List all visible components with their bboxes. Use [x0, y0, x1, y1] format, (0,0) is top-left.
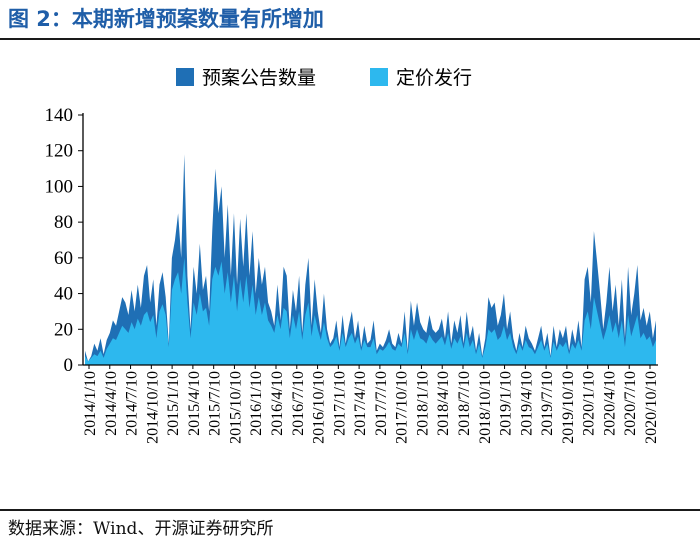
x-tick-label: 2015/4/10 — [186, 371, 203, 436]
y-tick-label: 80 — [54, 212, 73, 233]
legend-label-2: 定价发行 — [396, 67, 472, 89]
x-tick-label: 2019/10/10 — [560, 371, 577, 444]
y-tick-label: 0 — [64, 355, 74, 376]
x-tick-label: 2016/4/10 — [269, 371, 286, 436]
x-tick-label: 2016/7/10 — [290, 371, 307, 436]
y-tick-label: 120 — [45, 141, 74, 162]
x-tick-label: 2014/1/10 — [82, 371, 99, 436]
x-tick-label: 2018/1/10 — [414, 371, 431, 436]
figure-title: 图 2：本期新增预案数量有所增加 — [8, 7, 324, 31]
legend-label-1: 预案公告数量 — [202, 67, 316, 89]
x-tick-label: 2017/7/10 — [373, 371, 390, 436]
source-note: 数据来源：Wind、开源证券研究所 — [8, 519, 274, 539]
x-tick-label: 2019/1/10 — [498, 371, 515, 436]
x-tick-label: 2016/1/10 — [248, 371, 265, 436]
y-tick-label: 20 — [54, 319, 73, 340]
legend-swatch-1 — [176, 68, 194, 86]
x-tick-label: 2014/4/10 — [103, 371, 120, 436]
y-tick-label: 60 — [54, 248, 73, 269]
x-tick-label: 2017/1/10 — [331, 371, 348, 436]
y-tick-label: 140 — [45, 105, 74, 126]
x-tick-label: 2017/10/10 — [394, 371, 411, 444]
x-tick-label: 2017/4/10 — [352, 371, 369, 436]
x-tick-label: 2018/4/10 — [435, 371, 452, 436]
x-tick-label: 2019/4/10 — [518, 371, 535, 436]
x-tick-label: 2020/7/10 — [622, 371, 639, 436]
x-tick-label: 2020/4/10 — [601, 371, 618, 436]
x-tick-label: 2018/7/10 — [456, 371, 473, 436]
x-tick-label: 2016/10/10 — [311, 371, 328, 444]
x-tick-label: 2020/10/10 — [643, 371, 660, 444]
legend: 预案公告数量 定价发行 — [176, 67, 472, 89]
x-tick-label: 2014/10/10 — [144, 371, 161, 444]
x-tick-label: 2015/10/10 — [227, 371, 244, 444]
y-tick-label: 100 — [45, 176, 74, 197]
x-tick-label: 2018/10/10 — [477, 371, 494, 444]
plot-area — [85, 154, 656, 365]
source-rule — [0, 509, 700, 511]
x-tick-label: 2015/7/10 — [207, 371, 224, 436]
x-tick-label: 2014/7/10 — [124, 371, 141, 436]
y-tick-label: 40 — [54, 284, 73, 305]
series-area-2 — [85, 257, 656, 365]
x-tick-label: 2019/7/10 — [539, 371, 556, 436]
legend-swatch-2 — [370, 68, 388, 86]
x-tick-label: 2020/1/10 — [581, 371, 598, 436]
title-rule — [0, 38, 700, 40]
x-tick-label: 2015/1/10 — [165, 371, 182, 436]
